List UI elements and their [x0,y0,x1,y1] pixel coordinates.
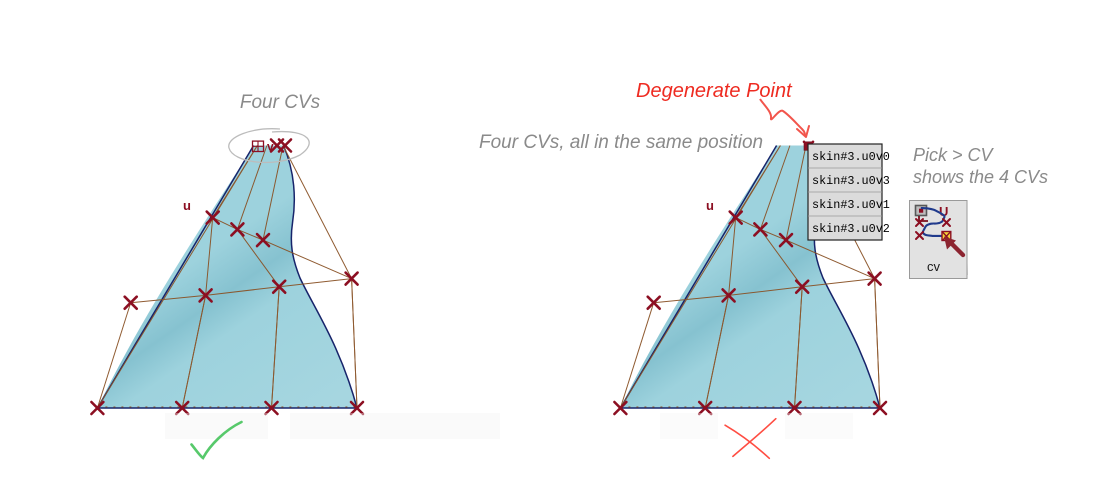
svg-text:u: u [706,198,714,213]
svg-text:Degenerate Point: Degenerate Point [636,80,793,102]
svg-text:Pick > CV: Pick > CV [913,145,995,165]
svg-text:skin#3.u0v2: skin#3.u0v2 [812,222,890,236]
svg-text:u: u [183,198,191,213]
svg-text:Four CVs: Four CVs [240,92,321,113]
svg-text:skin#3.u0v1: skin#3.u0v1 [812,198,890,212]
svg-text:shows the 4 CVs: shows the 4 CVs [913,167,1048,187]
svg-text:Four CVs, all in the same posi: Four CVs, all in the same position [479,132,763,153]
svg-text:skin#3.u0v0: skin#3.u0v0 [812,150,890,164]
svg-text:cv: cv [927,259,941,274]
svg-text:skin#3.u0v3: skin#3.u0v3 [812,174,890,188]
